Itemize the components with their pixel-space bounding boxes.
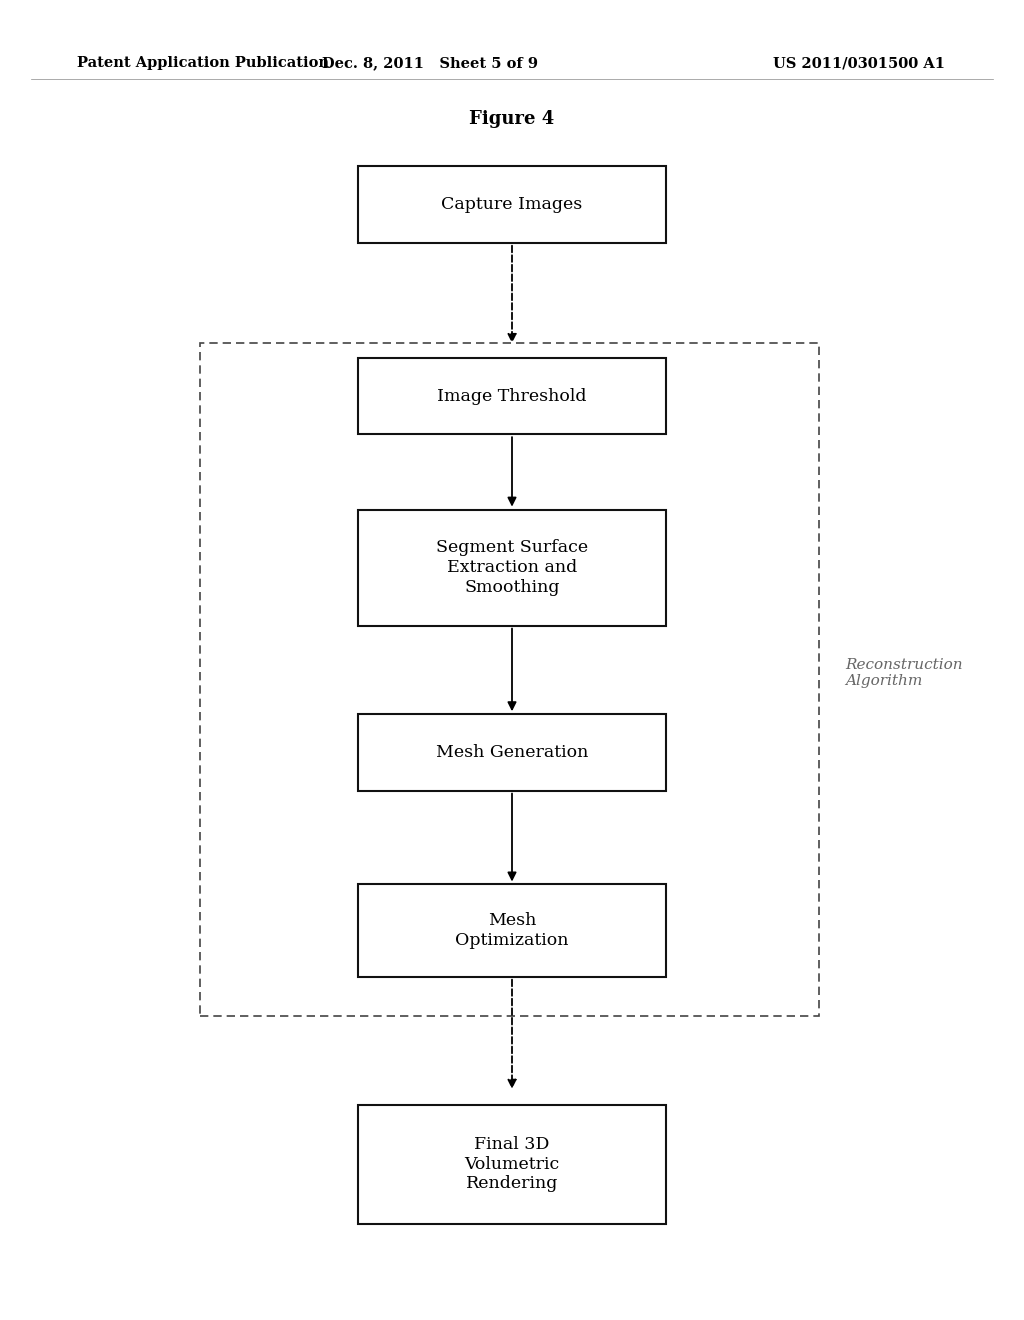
Bar (200, 343, 819, 1016)
Text: Mesh
Optimization: Mesh Optimization (456, 912, 568, 949)
Text: Image Threshold: Image Threshold (437, 388, 587, 404)
Bar (358, 1105, 666, 1224)
Text: Figure 4: Figure 4 (469, 110, 555, 128)
Bar (358, 510, 666, 626)
Bar (358, 358, 666, 434)
Bar (358, 714, 666, 791)
Text: Reconstruction
Algorithm: Reconstruction Algorithm (845, 659, 963, 688)
Text: Final 3D
Volumetric
Rendering: Final 3D Volumetric Rendering (464, 1137, 560, 1192)
Text: Patent Application Publication: Patent Application Publication (77, 57, 329, 70)
Text: Capture Images: Capture Images (441, 197, 583, 213)
Text: Dec. 8, 2011   Sheet 5 of 9: Dec. 8, 2011 Sheet 5 of 9 (323, 57, 538, 70)
Text: US 2011/0301500 A1: US 2011/0301500 A1 (773, 57, 945, 70)
Bar (358, 884, 666, 977)
Text: Segment Surface
Extraction and
Smoothing: Segment Surface Extraction and Smoothing (436, 540, 588, 595)
Text: Mesh Generation: Mesh Generation (436, 744, 588, 760)
Bar (358, 166, 666, 243)
